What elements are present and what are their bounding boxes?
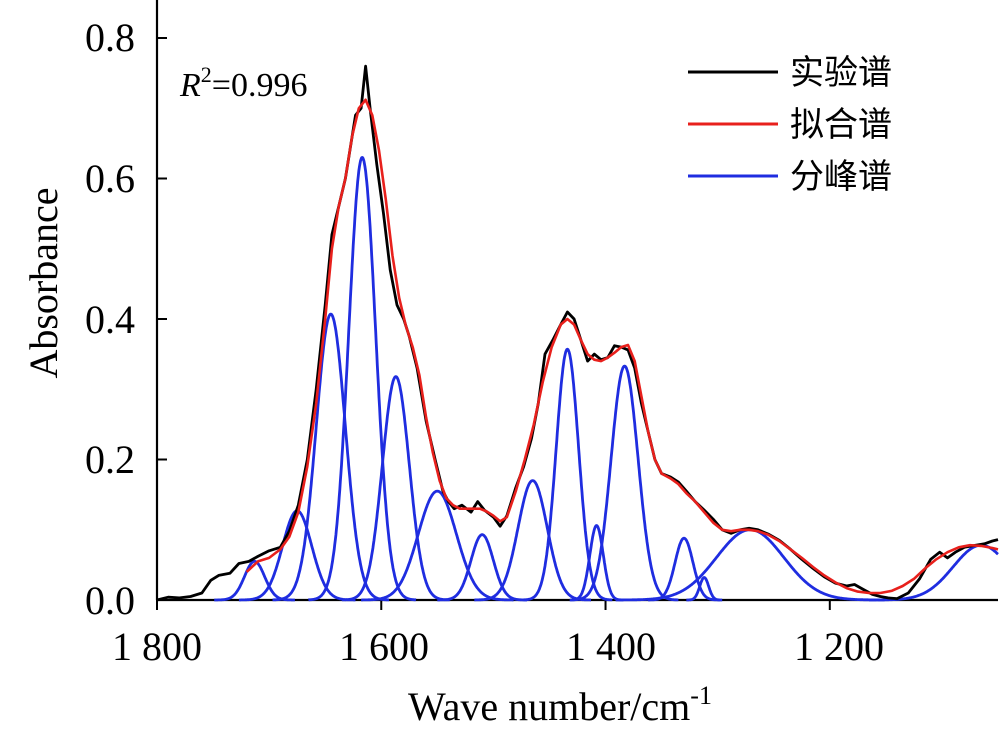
peak-curve — [685, 576, 723, 602]
x-axis-title-superscript: -1 — [690, 681, 712, 710]
plot-area — [155, 0, 999, 610]
x-tick-label: 1 800 — [112, 624, 202, 669]
r-squared-annotation: R2=0.996 — [179, 62, 307, 104]
y-axis-title: Absorbance — [21, 187, 66, 378]
peak-curve — [436, 533, 528, 602]
fitted-curve — [245, 98, 999, 595]
peak-curve — [341, 375, 451, 602]
y-tick-labels: 0.0 0.2 0.4 0.6 0.8 — [85, 15, 135, 623]
y-tick-label: 0.6 — [85, 156, 135, 201]
peak-curve — [271, 312, 390, 602]
x-axis-title: Wave number/cm-1 — [408, 681, 712, 729]
series-layer — [156, 64, 999, 602]
peak-curve — [473, 479, 592, 602]
y-tick-label: 0.8 — [85, 15, 135, 60]
legend-label-fit: 拟合谱 — [790, 106, 892, 144]
legend-label-experimental: 实验谱 — [790, 54, 892, 92]
peak-curve — [360, 489, 515, 602]
y-tick-label: 0.0 — [85, 578, 135, 623]
x-tick-label: 1 400 — [566, 624, 656, 669]
legend-label-peaks: 分峰谱 — [790, 158, 892, 196]
r-symbol: R — [179, 67, 201, 104]
peak-curve — [521, 347, 614, 602]
y-tick-label: 0.2 — [85, 437, 135, 482]
x-axis-title-text: Wave number/cm — [408, 684, 690, 729]
r-superscript: 2 — [201, 62, 212, 87]
x-tick-label: 1 200 — [794, 624, 884, 669]
legend: 实验谱 拟合谱 分峰谱 — [688, 54, 892, 196]
peak-curve — [213, 560, 296, 602]
peak-curve — [569, 364, 680, 602]
r-squared-value: =0.996 — [212, 67, 308, 104]
x-tick-label: 1 600 — [339, 624, 429, 669]
y-tick-label: 0.4 — [85, 297, 135, 342]
x-tick-labels: 1 800 1 600 1 400 1 200 — [112, 624, 884, 669]
peak-curve — [307, 156, 417, 602]
peak-curve — [614, 528, 886, 602]
